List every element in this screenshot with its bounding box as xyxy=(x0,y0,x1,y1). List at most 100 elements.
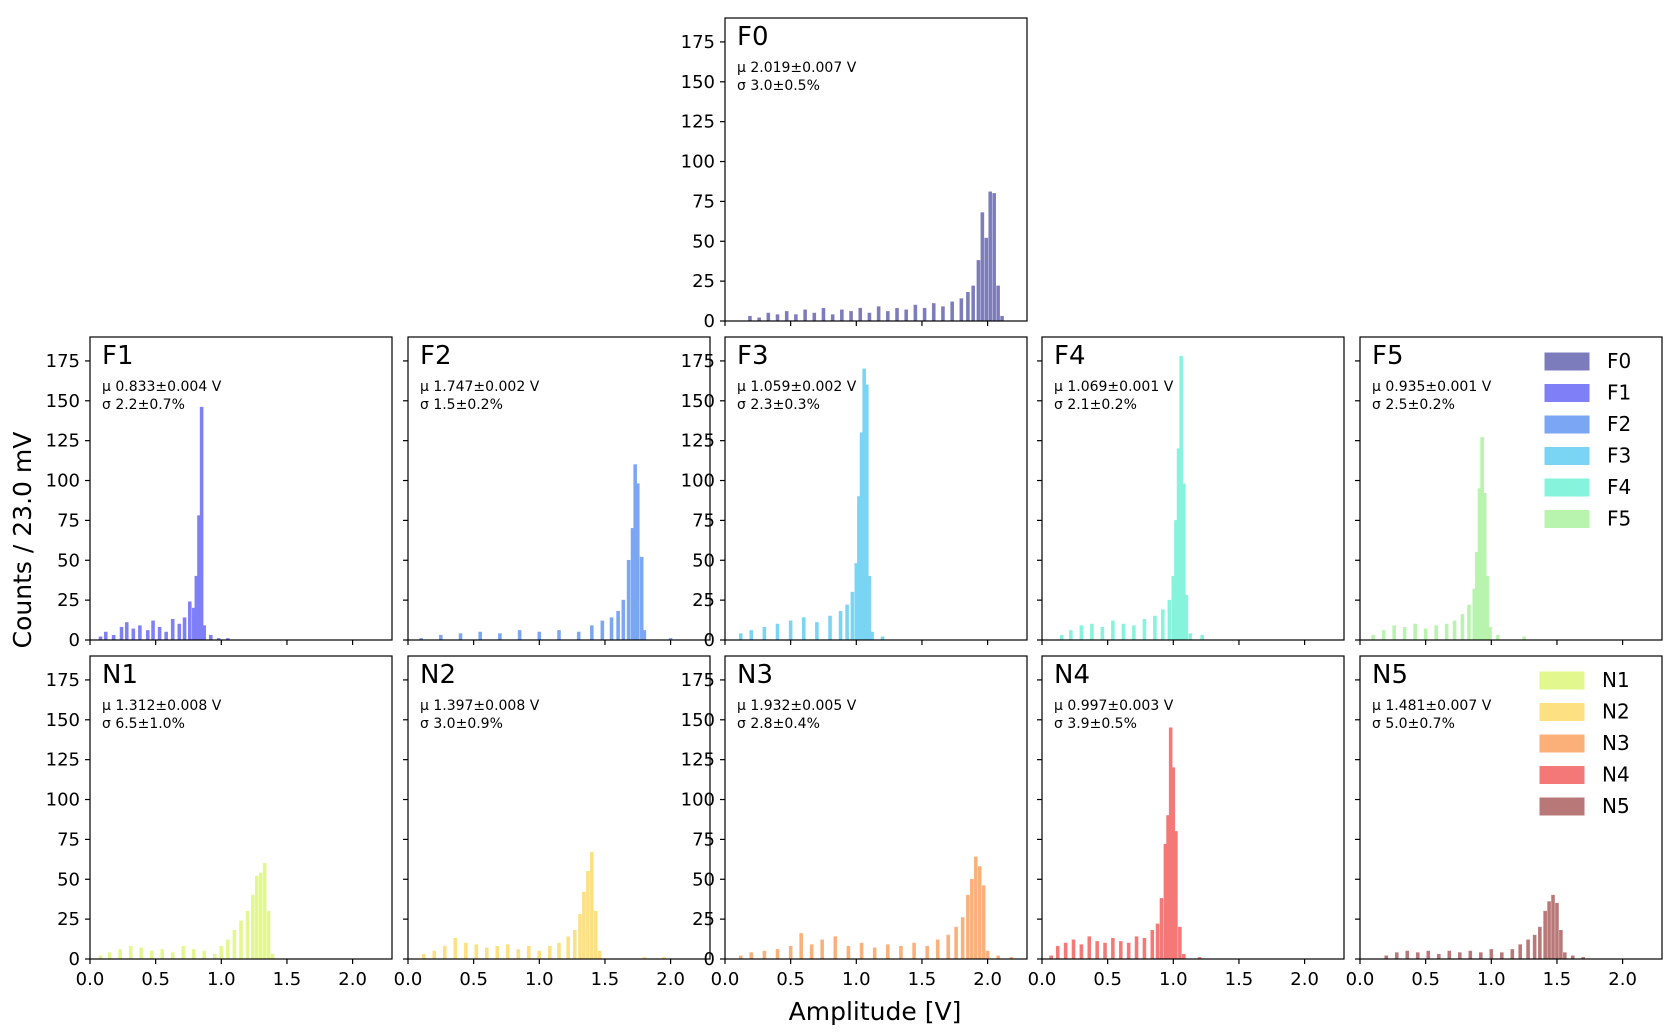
histogram-bar xyxy=(254,875,259,960)
histogram-bar xyxy=(1447,950,1452,960)
plot-frame xyxy=(407,336,711,641)
y-tick-label: 75 xyxy=(692,191,715,212)
legend-swatch xyxy=(1539,766,1585,784)
x-tick-label: 1.5 xyxy=(273,969,302,990)
histogram-bar xyxy=(202,950,207,960)
histogram-bar xyxy=(478,631,483,641)
histogram-bar xyxy=(1200,634,1205,641)
plot-area xyxy=(1042,656,1344,959)
histogram-bar xyxy=(748,315,752,322)
histogram-bar xyxy=(421,953,426,960)
histogram-bar xyxy=(1182,953,1186,960)
histogram-bar xyxy=(976,260,981,322)
y-tick-label: 0 xyxy=(704,311,715,332)
x-tick-label: 2.0 xyxy=(973,969,1002,990)
plot-frame xyxy=(1041,336,1345,641)
histogram-bar xyxy=(578,914,582,960)
histogram-bar xyxy=(107,952,112,960)
histogram-bar xyxy=(139,947,144,960)
histogram-bar xyxy=(1167,599,1172,641)
histogram-bar xyxy=(537,950,542,960)
histogram-bar xyxy=(642,630,647,641)
histogram-bar xyxy=(1150,929,1155,960)
histogram-bar xyxy=(803,309,807,322)
histogram-bar xyxy=(1153,615,1157,641)
y-tick-label: 0 xyxy=(704,630,715,651)
x-tick-label: 0.5 xyxy=(1093,969,1122,990)
legend-label: N4 xyxy=(1602,763,1630,787)
x-tick-label: 2.0 xyxy=(338,969,367,990)
histogram-bar xyxy=(775,623,780,641)
y-axis-label: Counts / 23.0 mV xyxy=(8,432,37,649)
histogram-bar xyxy=(1468,950,1473,960)
histogram-bar xyxy=(586,870,590,960)
histogram-bar xyxy=(1371,634,1375,641)
panel-f3: 0 25 50 75 100 125 150 175 F3 μ 1.059±0.002 V σ 2.… xyxy=(681,336,1028,651)
histogram-bar xyxy=(1069,630,1073,641)
histogram-bar xyxy=(904,309,909,322)
histogram-bar xyxy=(164,631,168,641)
histogram-bar xyxy=(199,406,204,641)
plot-frame xyxy=(1041,655,1345,960)
histogram-bar xyxy=(600,620,605,641)
histogram-bar xyxy=(1402,626,1407,641)
legend-swatch xyxy=(1539,734,1585,753)
histogram-bar xyxy=(925,945,930,960)
histogram-bar xyxy=(1538,926,1542,960)
histogram-bar xyxy=(170,952,175,960)
mu-annotation: μ 1.397±0.008 V xyxy=(420,698,540,714)
x-tick-label: 1.5 xyxy=(1225,969,1254,990)
histogram-bar xyxy=(1518,944,1523,960)
histogram-bar xyxy=(1188,633,1193,641)
histogram-bar xyxy=(1489,949,1494,960)
x-tick-label: 2.0 xyxy=(656,969,685,990)
histogram-bar xyxy=(505,944,510,960)
x-tick-label: 1.0 xyxy=(1477,969,1506,990)
histogram-bar xyxy=(1413,623,1417,641)
histogram-bar xyxy=(621,599,626,641)
legend-label: F3 xyxy=(1607,444,1631,468)
histogram-bar xyxy=(1423,628,1428,641)
histogram-bar xyxy=(815,622,819,641)
y-tick-label: 0 xyxy=(704,949,715,970)
y-tick-label: 25 xyxy=(692,590,715,611)
panel-n1: 0.0 0.5 1.0 1.5 2.0 0 25 50 75 100 125 150 175 N1 μ 1.… xyxy=(46,655,393,990)
panel-title: N1 xyxy=(102,660,138,690)
histogram-bar xyxy=(935,939,940,960)
x-tick-label: 0.5 xyxy=(141,969,170,990)
histogram-bar xyxy=(794,314,798,322)
histogram-bar xyxy=(1392,625,1396,641)
histogram-bar xyxy=(895,307,899,322)
histogram-bar xyxy=(111,634,116,641)
y-tick-label: 150 xyxy=(681,72,715,93)
histogram-bar xyxy=(453,937,458,960)
plot-area xyxy=(1360,656,1662,959)
histogram-bar xyxy=(922,307,927,322)
histogram-bar xyxy=(966,291,970,322)
histogram-bar xyxy=(984,237,989,322)
histogram-bar xyxy=(840,309,844,322)
legend-swatch xyxy=(1539,703,1585,721)
panel-f4: F4 μ 1.069±0.001 V σ 2.1±0.2% xyxy=(1037,336,1345,645)
y-tick-label: 25 xyxy=(692,909,715,930)
histogram-bar xyxy=(749,952,754,960)
sigma-annotation: σ 3.0±0.9% xyxy=(420,716,503,732)
histogram-bar xyxy=(1488,626,1492,641)
histogram-bar xyxy=(1381,630,1386,641)
plot-area xyxy=(90,337,392,640)
y-tick-label: 75 xyxy=(692,510,715,531)
histogram-bar xyxy=(582,891,586,960)
histogram-bar xyxy=(1142,618,1147,641)
plot-area xyxy=(90,656,392,959)
histogram-bar xyxy=(838,610,843,641)
histogram-bar xyxy=(439,634,443,641)
panel-n5: 0.0 0.5 1.0 1.5 2.0 N5 μ 1.481±0.007 V σ 5.0±0.… xyxy=(1346,655,1663,990)
histogram-bar xyxy=(1063,942,1068,960)
histogram-bar xyxy=(1551,894,1555,960)
legend-label: N5 xyxy=(1602,794,1630,818)
y-tick-label: 25 xyxy=(57,909,80,930)
plot-area xyxy=(1360,337,1662,640)
histogram-bar xyxy=(762,950,767,960)
x-tick-label: 1.5 xyxy=(591,969,620,990)
histogram-bar xyxy=(849,311,853,322)
